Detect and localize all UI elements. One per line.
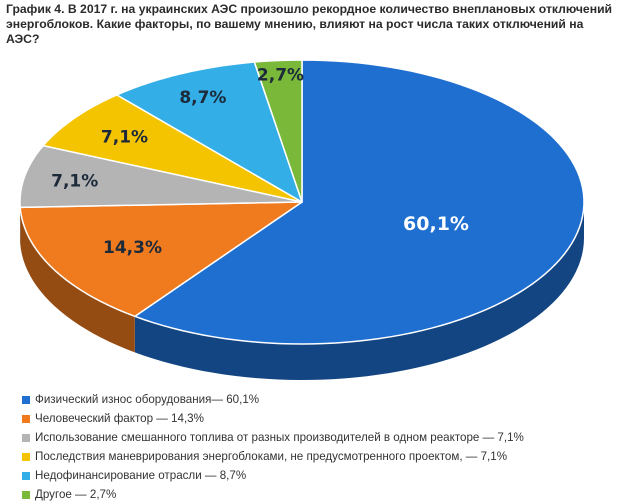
legend-label: Последствия маневрирования энергоблоками… [35, 450, 507, 463]
legend-item-mixed-fuel: Использование смешанного топлива от разн… [22, 428, 612, 447]
data-label-other: 2,7% [257, 66, 304, 86]
pie-chart: 60,1% 14,3% 7,1% 7,1% 8,7% 2,7% [0, 32, 620, 387]
legend: Физический износ оборудования— 60,1% Чел… [22, 390, 612, 504]
legend-swatch [22, 396, 30, 404]
legend-item-other: Другое — 2,7% [22, 485, 612, 504]
legend-label: Использование смешанного топлива от разн… [35, 431, 524, 444]
legend-swatch [22, 415, 30, 423]
legend-label: Другое — 2,7% [35, 488, 116, 501]
legend-label: Физический износ оборудования— 60,1% [35, 393, 259, 406]
data-label-wear: 60,1% [403, 213, 469, 235]
data-label-maneuvering: 7,1% [101, 128, 148, 148]
legend-item-underfunding: Недофинансирование отрасли — 8,7% [22, 466, 612, 485]
legend-item-wear: Физический износ оборудования— 60,1% [22, 390, 612, 409]
legend-swatch [22, 434, 30, 442]
data-label-underfunding: 8,7% [179, 88, 226, 108]
legend-swatch [22, 491, 30, 499]
legend-label: Недофинансирование отрасли — 8,7% [35, 469, 246, 482]
legend-item-human: Человеческий фактор — 14,3% [22, 409, 612, 428]
data-label-mixed-fuel: 7,1% [51, 172, 98, 192]
legend-swatch [22, 472, 30, 480]
legend-swatch [22, 453, 30, 461]
legend-label: Человеческий фактор — 14,3% [35, 412, 204, 425]
data-label-human: 14,3% [103, 238, 162, 258]
legend-item-maneuvering: Последствия маневрирования энергоблоками… [22, 447, 612, 466]
